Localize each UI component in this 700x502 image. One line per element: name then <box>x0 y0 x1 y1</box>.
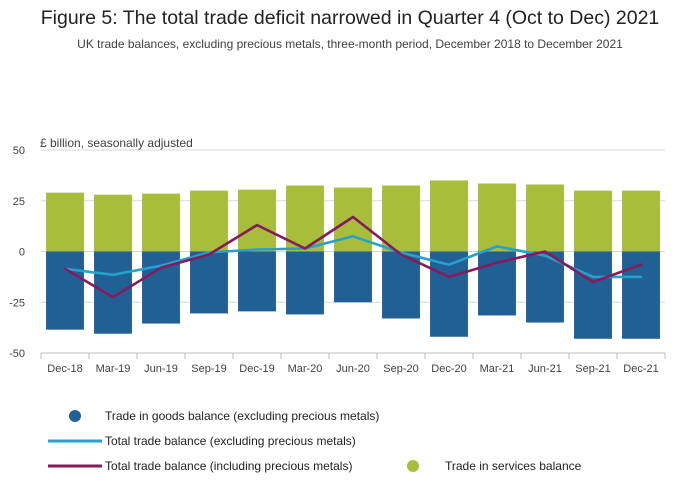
bar-trade-in-services-balance-mar-21 <box>478 183 516 252</box>
legend-label: Total trade balance (excluding precious … <box>105 434 356 448</box>
bar-trade-in-services-balance-dec-19 <box>238 189 276 252</box>
legend-item-total-trade-balance-including-precious-metals: Total trade balance (including precious … <box>48 459 352 473</box>
x-tick-label: Dec-21 <box>623 363 658 375</box>
legend-marker <box>69 410 81 422</box>
y-tick-label: -50 <box>9 348 25 360</box>
x-tick-label: Dec-20 <box>431 363 466 375</box>
bar-trade-in-goods-balance-dec-18 <box>46 251 84 330</box>
bar-trade-in-goods-balance-mar-21 <box>478 251 516 316</box>
x-tick-label: Mar-19 <box>96 363 131 375</box>
axes: 50 25 0 -25 -50 Dec-18 Mar-19 Jun-19 Sep-19 Dec-1… <box>9 145 666 375</box>
bar-trade-in-services-balance-mar-19 <box>94 194 132 252</box>
bar-trade-in-goods-balance-jun-21 <box>526 251 564 323</box>
x-tick-label: Mar-20 <box>288 363 323 375</box>
legend-label: Total trade balance (including precious … <box>105 459 352 473</box>
bar-trade-in-goods-balance-sep-21 <box>574 251 612 339</box>
legend-label: Trade in goods balance (excluding precio… <box>105 409 379 423</box>
bar-trade-in-services-balance-jun-19 <box>142 193 180 252</box>
bar-trade-in-services-balance-jun-21 <box>526 184 564 252</box>
y-axis-unit-label: £ billion, seasonally adjusted <box>40 136 193 150</box>
bar-trade-in-services-balance-sep-21 <box>574 190 612 252</box>
y-tick-label: 0 <box>19 247 25 259</box>
y-tick-label: 25 <box>13 196 25 208</box>
x-tick-label: Jun-19 <box>144 363 178 375</box>
bar-trade-in-services-balance-sep-20 <box>382 185 420 252</box>
legend-marker <box>407 460 419 472</box>
chart-title: Figure 5: The total trade deficit narrow… <box>41 7 660 29</box>
bar-trade-in-services-balance-dec-20 <box>430 180 468 252</box>
legend-item-trade-in-services-balance: Trade in services balance <box>407 459 582 473</box>
legend: Trade in goods balance (excluding precio… <box>48 409 582 473</box>
bar-trade-in-goods-balance-mar-19 <box>94 251 132 334</box>
bars <box>46 180 660 339</box>
bar-trade-in-goods-balance-mar-20 <box>286 251 324 315</box>
bar-trade-in-goods-balance-dec-19 <box>238 251 276 312</box>
bar-trade-in-goods-balance-sep-19 <box>190 251 228 314</box>
bar-trade-in-services-balance-dec-18 <box>46 192 84 252</box>
x-tick-label: Sep-21 <box>575 363 610 375</box>
x-tick-label: Dec-19 <box>239 363 274 375</box>
x-tick-label: Jun-21 <box>528 363 562 375</box>
x-tick-label: Sep-19 <box>191 363 226 375</box>
chart-subtitle: UK trade balances, excluding precious me… <box>77 37 623 51</box>
lines <box>63 215 643 299</box>
bar-trade-in-services-balance-dec-21 <box>622 190 660 252</box>
y-tick-label: -25 <box>9 297 25 309</box>
legend-label: Trade in services balance <box>445 459 582 473</box>
x-tick-label: Sep-20 <box>383 363 418 375</box>
line-total-trade-balance-excluding-precious-metals <box>63 235 643 279</box>
line-total-trade-balance-including-precious-metals <box>63 215 643 299</box>
bar-trade-in-services-balance-sep-19 <box>190 190 228 252</box>
x-tick-label: Dec-18 <box>47 363 82 375</box>
legend-item-total-trade-balance-excluding-precious-metals: Total trade balance (excluding precious … <box>48 434 356 448</box>
bar-trade-in-goods-balance-jun-20 <box>334 251 372 303</box>
x-tick-label: Jun-20 <box>336 363 370 375</box>
y-tick-label: 50 <box>13 145 25 157</box>
x-tick-label: Mar-21 <box>480 363 515 375</box>
legend-item-trade-in-goods-balance-excluding-precious-metals: Trade in goods balance (excluding precio… <box>69 409 379 423</box>
bar-trade-in-goods-balance-sep-20 <box>382 251 420 319</box>
